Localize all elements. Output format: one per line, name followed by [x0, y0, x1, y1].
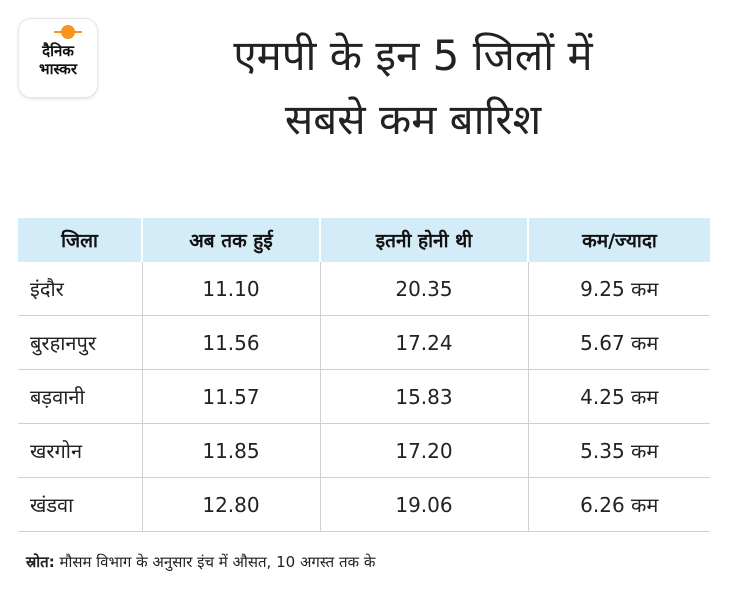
- cell-expected-rain: 17.20: [319, 423, 528, 478]
- cell-difference: 5.35 कम: [527, 423, 710, 478]
- cell-district: बड़वानी: [18, 369, 142, 424]
- table-body: इंदौर 11.10 20.35 9.25 कम बुरहानपुर 11.56 17.2…: [18, 262, 710, 532]
- cell-expected-rain: 15.83: [319, 369, 528, 424]
- dainik-bhaskar-logo: दैनिक भास्कर: [19, 19, 97, 97]
- cell-rain-so-far: 11.85: [141, 423, 320, 478]
- cell-district: इंदौर: [18, 262, 142, 316]
- column-header-rain-so-far: अब तक हुई: [141, 218, 320, 262]
- cell-rain-so-far: 11.56: [141, 315, 320, 370]
- cell-expected-rain: 20.35: [319, 262, 528, 316]
- cell-district: खरगोन: [18, 423, 142, 478]
- source-label: स्रोत:: [26, 553, 55, 571]
- logo-text-line2: भास्कर: [39, 60, 77, 78]
- cell-difference: 6.26 कम: [527, 477, 710, 532]
- rainfall-table: जिला अब तक हुई इतनी होनी थी कम/ज्यादा इंदौर…: [18, 218, 710, 532]
- cell-rain-so-far: 11.57: [141, 369, 320, 424]
- cell-difference: 4.25 कम: [527, 369, 710, 424]
- table-row: इंदौर 11.10 20.35 9.25 कम: [18, 262, 710, 316]
- cell-district: बुरहानपुर: [18, 315, 142, 370]
- cell-district: खंडवा: [18, 477, 142, 532]
- table-row: बड़वानी 11.57 15.83 4.25 कम: [18, 369, 710, 424]
- title-line2: सबसे कम बारिश: [284, 95, 542, 144]
- source-note: स्रोत: मौसम विभाग के अनुसार इंच में औसत,…: [26, 550, 716, 574]
- column-header-expected-rain: इतनी होनी थी: [319, 218, 528, 262]
- cell-expected-rain: 17.24: [319, 315, 528, 370]
- cell-difference: 9.25 कम: [527, 262, 710, 316]
- cell-rain-so-far: 12.80: [141, 477, 320, 532]
- column-header-district: जिला: [18, 218, 142, 262]
- source-text: मौसम विभाग के अनुसार इंच में औसत, 10 अगस…: [59, 553, 376, 571]
- table-row: बुरहानपुर 11.56 17.24 5.67 कम: [18, 315, 710, 370]
- column-header-difference: कम/ज्यादा: [527, 218, 710, 262]
- logo-text-line1: दैनिक: [42, 42, 74, 60]
- cell-expected-rain: 19.06: [319, 477, 528, 532]
- cell-difference: 5.67 कम: [527, 315, 710, 370]
- table-row: खंडवा 12.80 19.06 6.26 कम: [18, 477, 710, 532]
- sun-icon: [61, 25, 75, 39]
- cell-rain-so-far: 11.10: [141, 262, 320, 316]
- table-row: खरगोन 11.85 17.20 5.35 कम: [18, 423, 710, 478]
- table-header: जिला अब तक हुई इतनी होनी थी कम/ज्यादा: [18, 218, 710, 262]
- title-line1: एमपी के इन 5 जिलों में: [233, 31, 593, 80]
- header-row: जिला अब तक हुई इतनी होनी थी कम/ज्यादा: [18, 218, 710, 262]
- page-title: एमपी के इन 5 जिलों में सबसे कम बारिश: [118, 24, 708, 152]
